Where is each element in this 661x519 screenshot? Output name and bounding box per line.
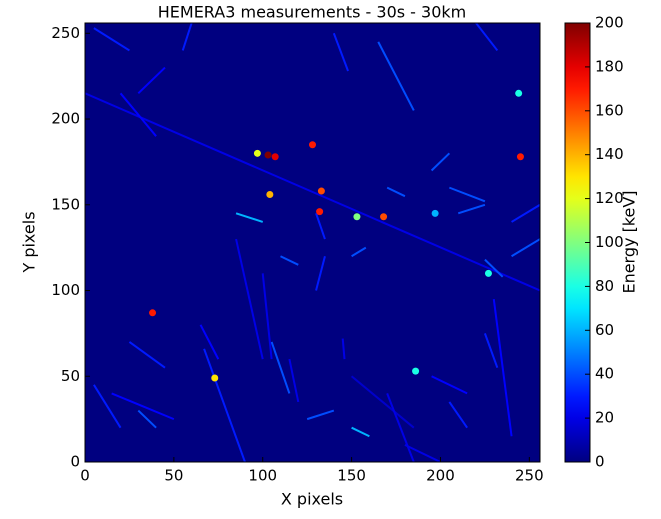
hotspot	[515, 89, 523, 97]
track	[181, 23, 193, 51]
colorbar-tick-label: 0	[595, 453, 605, 471]
hotspot	[380, 213, 388, 221]
track	[235, 212, 264, 223]
y-tick-label: 0	[70, 453, 80, 471]
track	[483, 333, 499, 369]
hotspot	[516, 153, 524, 161]
colorbar-tick-label: 160	[595, 101, 624, 119]
track	[386, 393, 415, 462]
hotspot	[264, 151, 272, 159]
x-tick-label: 50	[164, 467, 183, 485]
track	[93, 27, 130, 52]
track	[111, 392, 175, 421]
track	[484, 258, 504, 278]
hotspot	[316, 208, 324, 216]
track	[261, 273, 273, 360]
track	[137, 66, 166, 95]
track	[475, 23, 499, 52]
y-tick-label: 100	[51, 281, 80, 299]
track	[270, 341, 291, 394]
colorbar-tick-label: 80	[595, 277, 614, 295]
track	[306, 409, 335, 421]
track	[341, 338, 346, 360]
track	[377, 41, 415, 111]
track	[119, 92, 157, 137]
hotspot	[353, 213, 361, 221]
track	[235, 238, 264, 360]
x-tick-label: 150	[337, 467, 366, 485]
x-tick-label: 250	[515, 467, 544, 485]
y-axis-label: Y pixels	[20, 211, 39, 273]
hotspot	[412, 367, 420, 375]
x-tick-label: 100	[248, 467, 277, 485]
track	[280, 255, 299, 266]
hotspot	[266, 190, 274, 198]
hotspot	[253, 149, 261, 157]
track	[448, 401, 468, 429]
plot-area	[85, 23, 540, 462]
track	[457, 203, 486, 215]
track	[128, 341, 166, 369]
x-axis-label: X pixels	[281, 490, 343, 509]
y-tick-label: 200	[51, 110, 80, 128]
track	[431, 375, 468, 395]
chart-title: HEMERA3 measurements - 30s - 30km	[158, 3, 467, 22]
x-tick-label: 0	[80, 467, 90, 485]
track	[351, 426, 370, 438]
x-tick-label: 200	[426, 467, 455, 485]
hotspot	[211, 374, 219, 382]
track	[351, 246, 367, 258]
hotspot	[309, 141, 316, 149]
hotspot	[317, 187, 325, 195]
track	[448, 186, 486, 203]
y-tick-label: 150	[51, 195, 80, 213]
axes: 0 50 100 150 200 250 0 50 100 150 200 250 0 20 40 60 80 1…	[51, 14, 623, 485]
y-tick-label: 50	[61, 367, 80, 385]
y-tick-label: 250	[51, 24, 80, 42]
track	[93, 384, 122, 429]
track	[203, 348, 246, 462]
track	[315, 255, 326, 291]
track	[492, 298, 513, 437]
track	[199, 324, 220, 360]
plot-frame	[84, 22, 541, 463]
background	[85, 23, 540, 462]
colorbar-label: Energy [keV]	[620, 190, 639, 293]
colorbar-tick-label: 40	[595, 365, 614, 383]
track	[430, 152, 451, 172]
colorbar-tick-label: 100	[595, 233, 624, 251]
track	[511, 238, 540, 258]
track	[350, 375, 415, 429]
track	[332, 32, 349, 72]
track	[137, 409, 157, 429]
track	[386, 186, 406, 198]
colorbar-tick-label: 60	[595, 321, 614, 339]
hotspot	[431, 209, 439, 217]
colorbar-tick-label: 180	[595, 57, 624, 75]
track	[315, 213, 326, 240]
track	[404, 443, 441, 462]
track	[511, 203, 540, 223]
colorbar-tick-label: 120	[595, 189, 624, 207]
hotspot	[484, 269, 492, 277]
track	[288, 358, 300, 403]
colorbar-tick-label: 20	[595, 409, 614, 427]
colorbar-tick-label: 200	[595, 14, 624, 32]
hotspot	[271, 153, 279, 161]
hotspot	[149, 309, 157, 317]
colorbar-tick-label: 140	[595, 145, 624, 163]
track	[85, 92, 540, 292]
